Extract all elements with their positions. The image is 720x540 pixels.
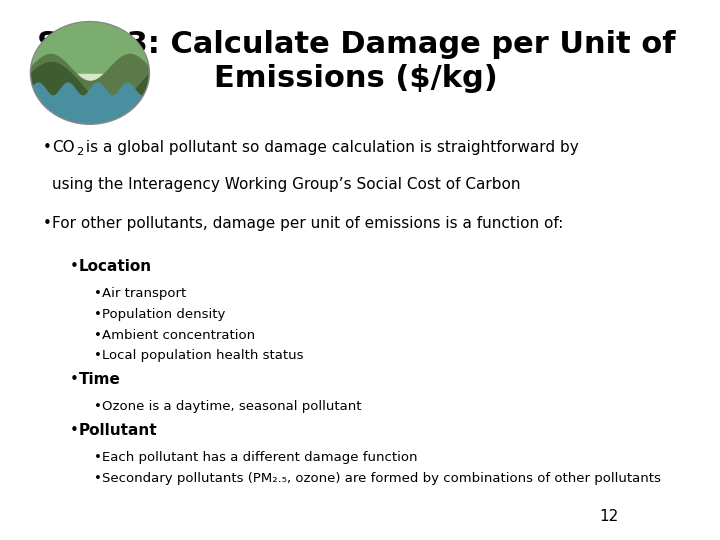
Text: For other pollutants, damage per unit of emissions is a function of:: For other pollutants, damage per unit of…	[53, 216, 564, 231]
Text: •: •	[94, 401, 102, 414]
Circle shape	[30, 22, 149, 124]
Text: •: •	[94, 329, 102, 342]
Text: •: •	[69, 423, 78, 438]
Text: Local population health status: Local population health status	[102, 349, 304, 362]
Text: •: •	[43, 216, 52, 231]
Text: Population density: Population density	[102, 308, 226, 321]
Text: Ozone is a daytime, seasonal pollutant: Ozone is a daytime, seasonal pollutant	[102, 401, 362, 414]
Text: •: •	[69, 259, 78, 274]
Text: Location: Location	[78, 259, 152, 274]
Text: Secondary pollutants (PM₂.₅, ozone) are formed by combinations of other pollutan: Secondary pollutants (PM₂.₅, ozone) are …	[102, 472, 661, 485]
Text: 2: 2	[76, 147, 84, 158]
Text: CO: CO	[53, 140, 75, 156]
Text: •: •	[69, 373, 78, 387]
Text: Emissions ($/kg): Emissions ($/kg)	[214, 64, 498, 93]
Text: Time: Time	[78, 373, 120, 387]
Text: •: •	[94, 472, 102, 485]
Text: is a global pollutant so damage calculation is straightforward by: is a global pollutant so damage calculat…	[81, 140, 578, 156]
Text: •: •	[94, 287, 102, 300]
Text: Each pollutant has a different damage function: Each pollutant has a different damage fu…	[102, 451, 418, 464]
Text: using the Interagency Working Group’s Social Cost of Carbon: using the Interagency Working Group’s So…	[53, 177, 521, 192]
Text: Step 3: Calculate Damage per Unit of: Step 3: Calculate Damage per Unit of	[37, 30, 675, 59]
Text: •: •	[43, 140, 52, 156]
Text: Pollutant: Pollutant	[78, 423, 157, 438]
Text: Air transport: Air transport	[102, 287, 186, 300]
Text: •: •	[94, 451, 102, 464]
Text: 12: 12	[600, 509, 618, 524]
Text: •: •	[94, 308, 102, 321]
Wedge shape	[30, 22, 149, 73]
Text: •: •	[94, 349, 102, 362]
Text: Ambient concentration: Ambient concentration	[102, 329, 256, 342]
